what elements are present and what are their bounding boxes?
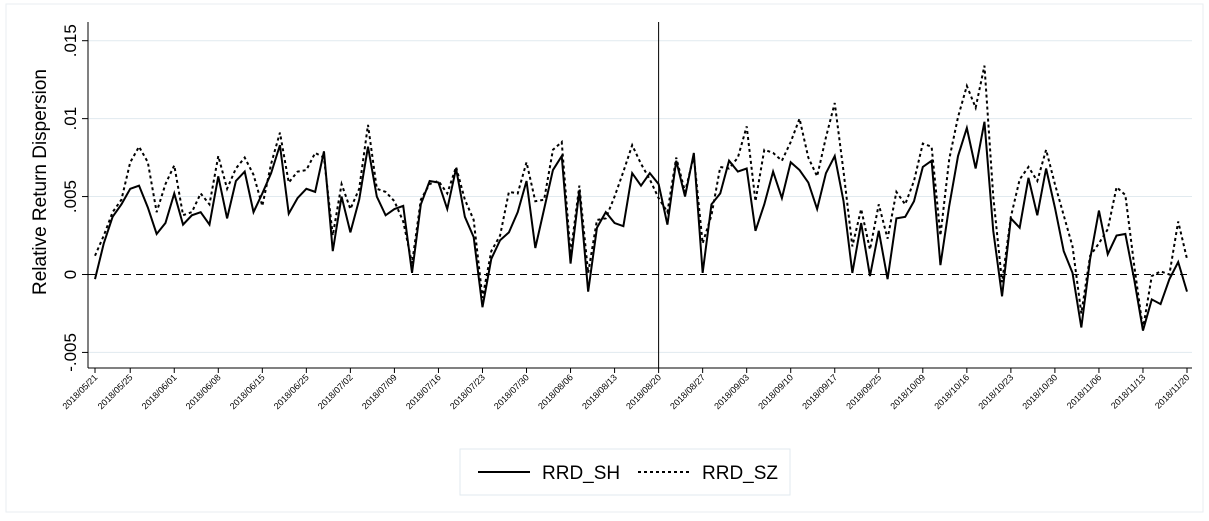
chart-frame xyxy=(5,3,1204,513)
y-tick-label: -.005 xyxy=(61,333,80,372)
legend-label: RRD_SZ xyxy=(702,463,778,484)
series-line xyxy=(94,121,1188,331)
legend-label: RRD_SH xyxy=(542,463,620,484)
y-axis-title: Relative Return Dispersion xyxy=(30,69,51,295)
y-tick-label: .015 xyxy=(61,24,80,57)
series-line xyxy=(94,65,1188,330)
y-tick-label: .01 xyxy=(61,107,80,131)
y-tick-label: .005 xyxy=(61,180,80,213)
y-tick-label: 0 xyxy=(61,270,80,279)
